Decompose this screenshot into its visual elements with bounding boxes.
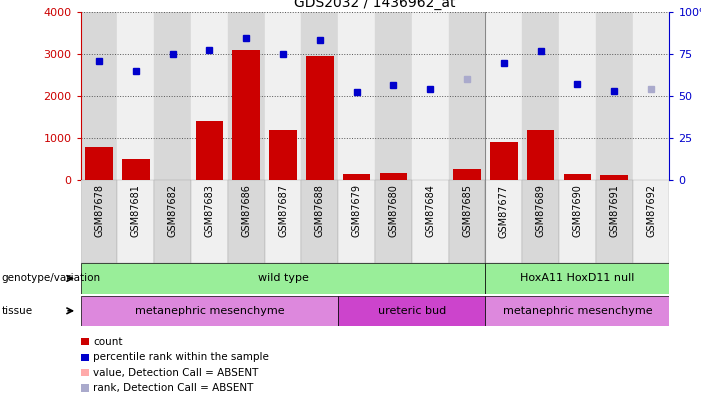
Text: GSM87689: GSM87689 [536,184,545,237]
Bar [306,56,334,180]
Bar [154,180,191,263]
Text: wild type: wild type [257,273,308,283]
Bar [343,174,370,180]
Text: GSM87690: GSM87690 [573,184,583,237]
Text: GSM87692: GSM87692 [646,184,656,237]
Bar [485,180,522,263]
Bar [485,12,522,180]
Title: GDS2032 / 1436962_at: GDS2032 / 1436962_at [294,0,456,10]
Bar [81,296,338,326]
Bar [522,180,559,263]
Bar [301,12,338,180]
Bar [596,12,632,180]
Bar [559,180,596,263]
Text: GSM87679: GSM87679 [352,184,362,237]
Text: GSM87677: GSM87677 [499,184,509,237]
Bar [338,180,375,263]
Bar [632,180,669,263]
Bar [81,263,485,294]
Bar [412,180,449,263]
Text: GSM87685: GSM87685 [462,184,472,237]
Bar [86,147,113,180]
Bar [338,296,485,326]
Text: ureteric bud: ureteric bud [378,306,446,316]
Text: metanephric mesenchyme: metanephric mesenchyme [135,306,284,316]
Text: GSM87683: GSM87683 [205,184,215,237]
Bar [527,130,554,180]
Bar [564,174,591,180]
Bar [522,12,559,180]
Text: percentile rank within the sample: percentile rank within the sample [93,352,269,362]
Bar [380,173,407,180]
Bar [233,50,260,180]
Text: GSM87688: GSM87688 [315,184,325,237]
Text: GSM87680: GSM87680 [388,184,398,237]
Bar [601,175,628,180]
Bar [122,159,149,180]
Bar [81,180,118,263]
Bar [265,180,301,263]
Text: GSM87687: GSM87687 [278,184,288,237]
Bar [338,12,375,180]
Bar [228,12,265,180]
Text: genotype/variation: genotype/variation [1,273,100,283]
Bar [490,143,517,180]
Text: GSM87691: GSM87691 [609,184,619,237]
Bar [154,12,191,180]
Bar [596,180,632,263]
Text: rank, Detection Call = ABSENT: rank, Detection Call = ABSENT [93,383,254,393]
Bar [632,12,669,180]
Bar [191,12,228,180]
Text: GSM87684: GSM87684 [426,184,435,237]
Bar [485,296,669,326]
Bar [228,180,265,263]
Bar [301,180,338,263]
Text: GSM87678: GSM87678 [94,184,104,237]
Text: count: count [93,337,123,347]
Bar [412,12,449,180]
Bar [118,180,154,263]
Text: value, Detection Call = ABSENT: value, Detection Call = ABSENT [93,368,259,377]
Bar [454,169,481,180]
Bar [118,12,154,180]
Text: tissue: tissue [1,306,32,316]
Text: GSM87681: GSM87681 [131,184,141,237]
Bar [196,122,223,180]
Bar [269,130,297,180]
Bar [265,12,301,180]
Text: metanephric mesenchyme: metanephric mesenchyme [503,306,652,316]
Bar [191,180,228,263]
Bar [449,12,485,180]
Text: GSM87686: GSM87686 [241,184,251,237]
Bar [559,12,596,180]
Text: GSM87682: GSM87682 [168,184,177,237]
Bar [81,12,118,180]
Bar [485,263,669,294]
Bar [375,12,412,180]
Text: HoxA11 HoxD11 null: HoxA11 HoxD11 null [520,273,634,283]
Bar [375,180,412,263]
Bar [449,180,485,263]
